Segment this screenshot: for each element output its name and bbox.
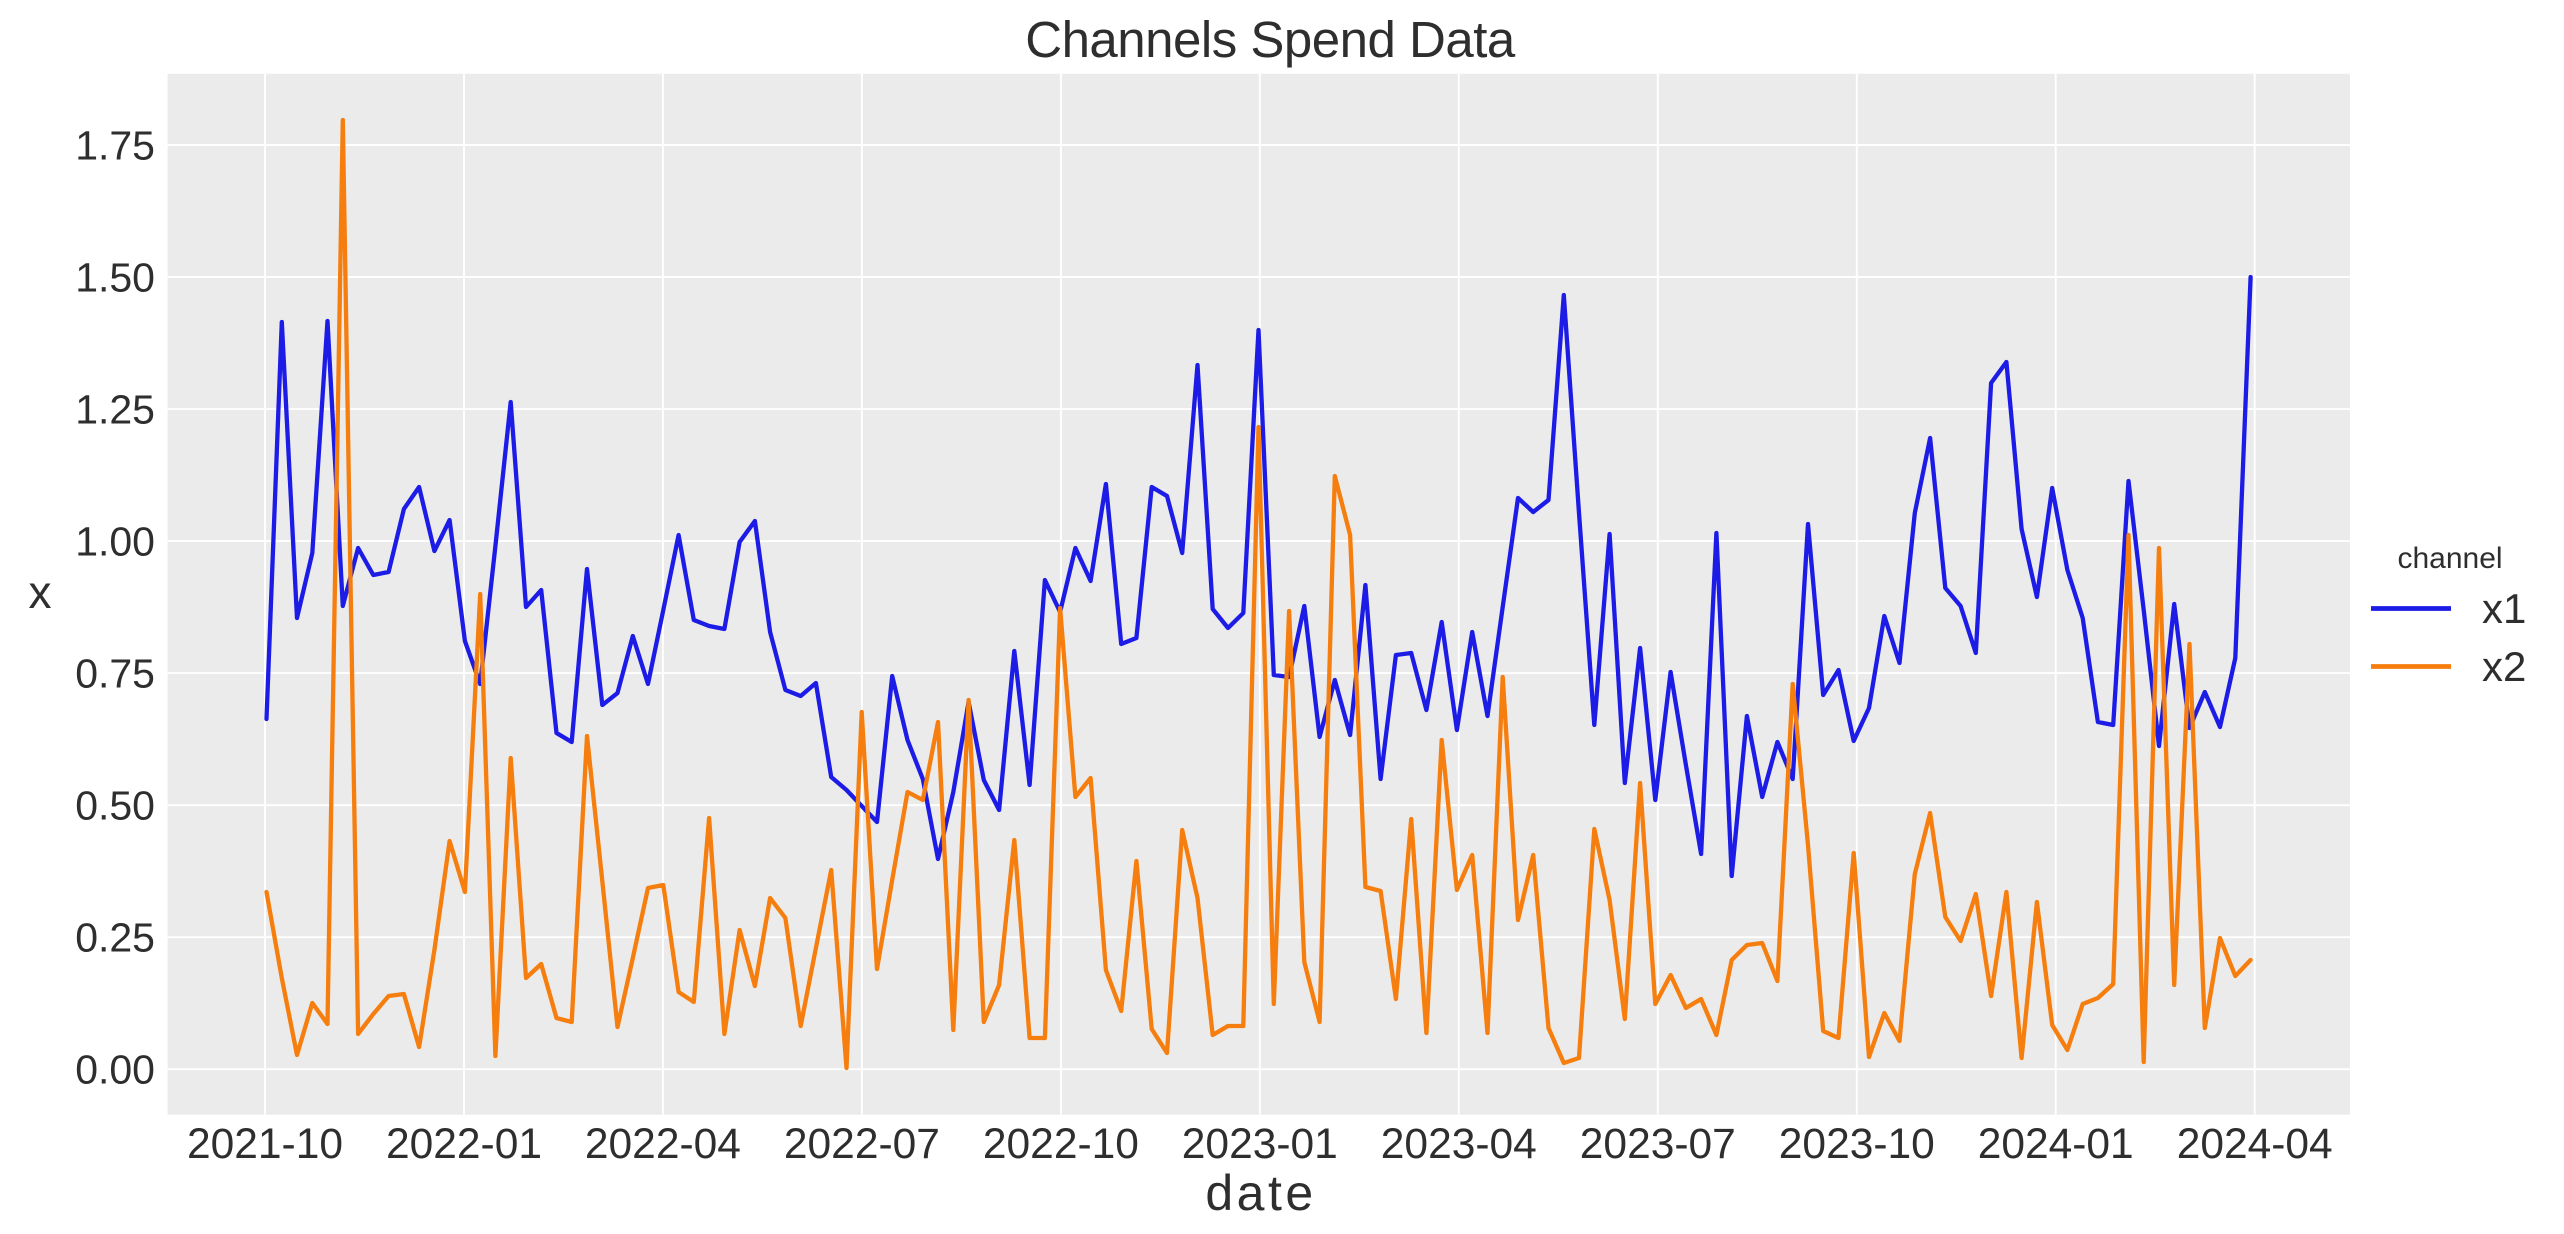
svg-text:x1: x1 bbox=[2482, 585, 2526, 632]
svg-text:2023-04: 2023-04 bbox=[1381, 1121, 1537, 1168]
svg-text:1.25: 1.25 bbox=[75, 387, 155, 433]
svg-text:1.75: 1.75 bbox=[75, 123, 155, 169]
svg-text:2021-10: 2021-10 bbox=[187, 1121, 343, 1168]
svg-text:0.50: 0.50 bbox=[75, 783, 155, 829]
svg-text:2024-01: 2024-01 bbox=[1978, 1121, 2134, 1168]
svg-text:Channels Spend Data: Channels Spend Data bbox=[1025, 11, 1516, 68]
svg-text:2022-10: 2022-10 bbox=[983, 1121, 1139, 1168]
svg-text:0.00: 0.00 bbox=[75, 1047, 155, 1093]
svg-text:0.75: 0.75 bbox=[75, 651, 155, 697]
svg-text:2022-04: 2022-04 bbox=[585, 1121, 741, 1168]
svg-text:2022-07: 2022-07 bbox=[784, 1121, 940, 1168]
svg-text:date: date bbox=[1205, 1165, 1316, 1221]
svg-text:2023-01: 2023-01 bbox=[1182, 1121, 1338, 1168]
svg-text:0.25: 0.25 bbox=[75, 915, 155, 961]
svg-text:2022-01: 2022-01 bbox=[386, 1121, 542, 1168]
svg-text:2023-10: 2023-10 bbox=[1779, 1121, 1935, 1168]
svg-text:x: x bbox=[29, 566, 52, 618]
svg-text:1.00: 1.00 bbox=[75, 519, 155, 565]
svg-text:2023-07: 2023-07 bbox=[1580, 1121, 1736, 1168]
svg-text:channel: channel bbox=[2397, 542, 2502, 575]
svg-text:1.50: 1.50 bbox=[75, 255, 155, 301]
svg-text:2024-04: 2024-04 bbox=[2177, 1121, 2333, 1168]
svg-text:x2: x2 bbox=[2482, 643, 2526, 690]
